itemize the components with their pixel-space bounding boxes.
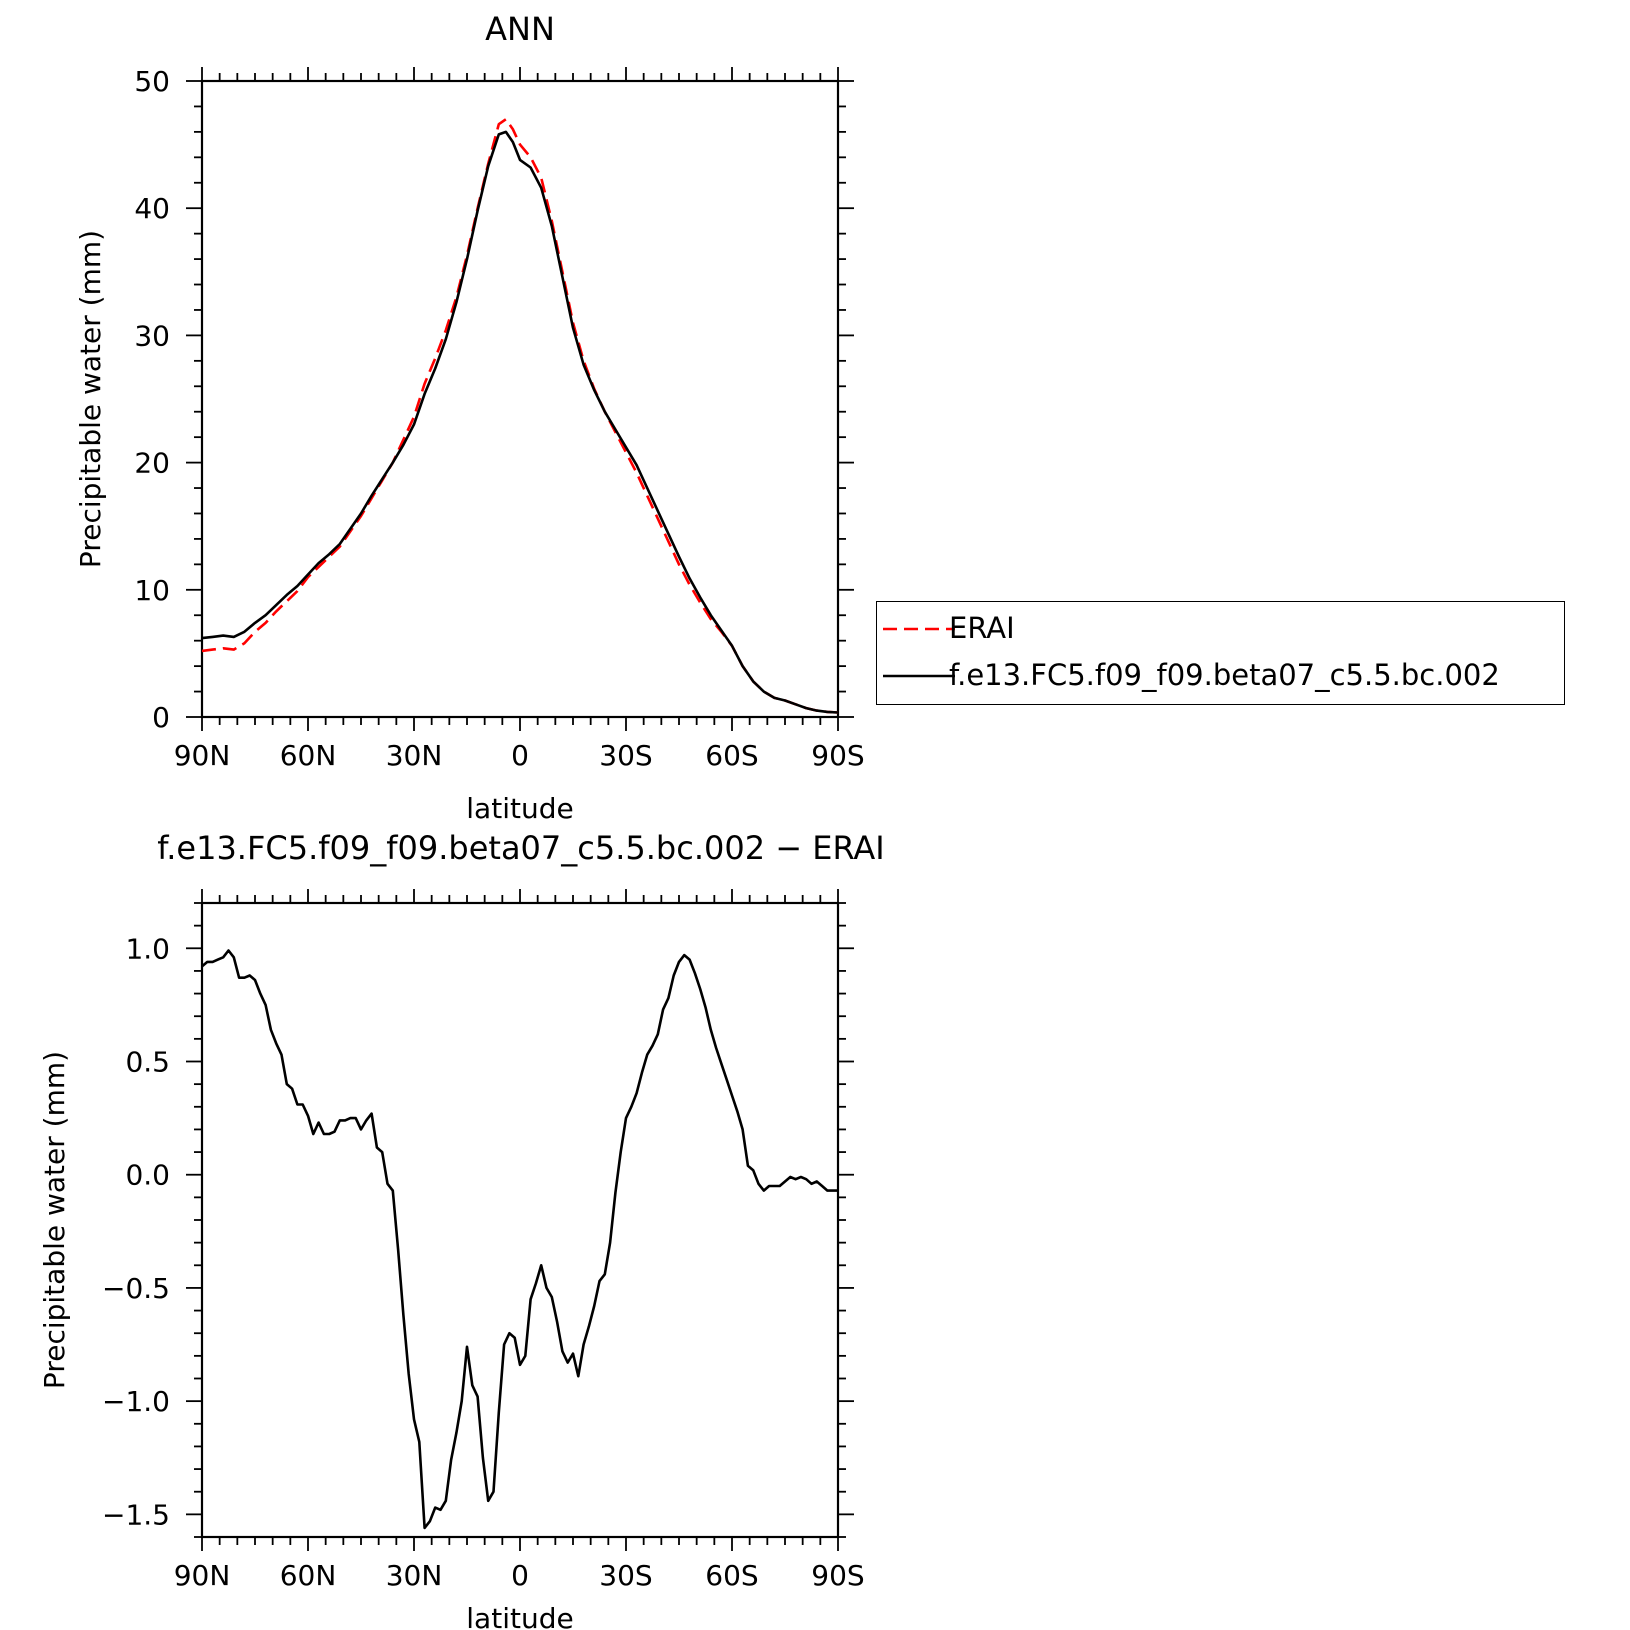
- legend-label-erai: ERAI: [949, 611, 1015, 645]
- x-tick-label: 30N: [386, 1559, 443, 1592]
- x-tick-label: 30N: [386, 739, 443, 772]
- legend-entry-model: f.e13.FC5.f09_f09.beta07_c5.5.bc.002: [877, 652, 1564, 698]
- y-tick-label: 30: [134, 319, 170, 352]
- chart-title: ANN: [485, 10, 555, 48]
- x-axis-label: latitude: [466, 792, 573, 825]
- x-tick-label: 90N: [174, 1559, 231, 1592]
- legend-label-model: f.e13.FC5.f09_f09.beta07_c5.5.bc.002: [949, 658, 1500, 692]
- plot-frame: [200, 901, 840, 1539]
- y-tick-label: 0.5: [125, 1046, 170, 1079]
- series-line-0: [201, 949, 838, 1530]
- x-tick-label: 30S: [599, 1559, 652, 1592]
- y-tick-label: 10: [134, 574, 170, 607]
- legend-swatch-dashed-red: [883, 627, 955, 631]
- y-tick-label: 1.0: [125, 932, 170, 965]
- x-tick-label: 60S: [705, 739, 758, 772]
- x-tick-label: 90N: [174, 739, 231, 772]
- y-tick-label: 50: [134, 65, 170, 98]
- y-tick-label: 0: [152, 701, 170, 734]
- top-panel-annual-precipitable-water: 90N 60N 30N 0 30S 60S 90S 0 10 20 30 40 50 ANN latitud…: [74, 10, 865, 825]
- y-axis-label: Precipitable water (mm): [38, 1051, 71, 1389]
- y-tick-label: −1.5: [102, 1498, 170, 1531]
- bottom-panel-difference: 90N 60N 30N 0 30S 60S 90S −1.5 −1.0 −0.5 0.0 0.5 1.0…: [38, 829, 885, 1630]
- series-line-0: [201, 117, 839, 714]
- series-line-1: [201, 130, 839, 714]
- x-tick-label: 0: [511, 739, 529, 772]
- x-tick-label: 90S: [811, 739, 864, 772]
- x-axis-label: latitude: [466, 1602, 573, 1630]
- y-tick-label: 20: [134, 447, 170, 480]
- x-tick-label: 60N: [280, 739, 337, 772]
- y-tick-label: −0.5: [102, 1272, 170, 1305]
- y-tick-label: 0.0: [125, 1159, 170, 1192]
- plot-frame: [200, 79, 840, 719]
- x-tick-label: 0: [511, 1559, 529, 1592]
- legend-swatch-solid-black: [883, 674, 955, 678]
- y-axis-label: Precipitable water (mm): [74, 230, 107, 568]
- x-tick-label: 60N: [280, 1559, 337, 1592]
- legend-entry-erai: ERAI: [877, 605, 1564, 651]
- y-tick-label: −1.0: [102, 1385, 170, 1418]
- x-tick-label: 30S: [599, 739, 652, 772]
- y-tick-label: 40: [134, 192, 170, 225]
- x-tick-label: 60S: [705, 1559, 758, 1592]
- chart-title: f.e13.FC5.f09_f09.beta07_c5.5.bc.002 − E…: [157, 829, 884, 867]
- x-tick-label: 90S: [811, 1559, 864, 1592]
- legend: ERAI f.e13.FC5.f09_f09.beta07_c5.5.bc.00…: [876, 601, 1565, 705]
